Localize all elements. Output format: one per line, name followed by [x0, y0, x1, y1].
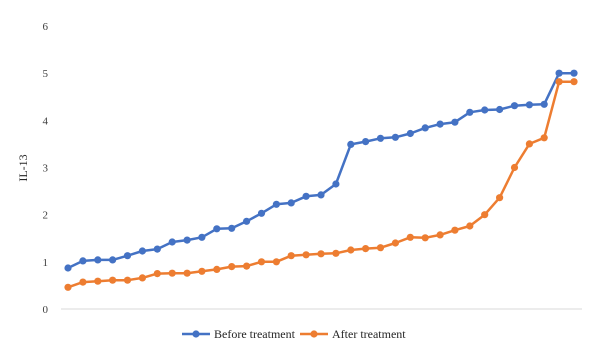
data-point: [391, 239, 399, 247]
data-point: [64, 283, 72, 291]
data-point: [406, 233, 414, 241]
data-point: [317, 191, 325, 199]
data-point: [362, 138, 370, 146]
legend: Before treatment After treatment: [182, 327, 406, 341]
y-tick-label: 0: [43, 304, 49, 316]
data-point: [347, 140, 355, 148]
data-point: [109, 256, 117, 264]
legend-label: Before treatment: [214, 327, 296, 341]
y-axis-label: IL-13: [16, 154, 30, 181]
data-point: [302, 251, 310, 259]
data-point: [436, 120, 444, 128]
data-point: [540, 134, 548, 142]
data-point: [570, 78, 578, 86]
data-point: [540, 100, 548, 108]
data-point: [451, 118, 459, 126]
data-point: [123, 276, 132, 284]
legend-swatch-marker: [310, 330, 318, 338]
series-line: [67, 71, 574, 270]
data-point: [287, 199, 295, 207]
data-point: [272, 258, 280, 266]
data-point: [168, 269, 176, 277]
y-tick-label: 1: [43, 257, 49, 269]
data-point: [496, 194, 504, 202]
series-0: [64, 69, 578, 272]
y-tick-label: 3: [43, 163, 49, 175]
data-point: [332, 249, 340, 257]
data-point: [302, 192, 310, 200]
data-point: [317, 250, 325, 258]
data-point: [332, 180, 340, 188]
data-point: [421, 124, 429, 132]
data-point: [510, 163, 519, 172]
data-point: [466, 222, 474, 230]
data-point: [138, 247, 146, 255]
series-layer: [64, 69, 578, 291]
data-point: [243, 217, 251, 225]
data-point: [376, 134, 385, 142]
legend-item: Before treatment: [182, 327, 296, 341]
data-point: [555, 78, 563, 86]
data-point: [570, 69, 578, 77]
data-point: [123, 252, 132, 260]
data-point: [376, 244, 385, 252]
data-point: [481, 106, 489, 114]
data-point: [168, 238, 176, 246]
data-point: [79, 278, 87, 286]
data-point: [153, 270, 161, 278]
data-point: [213, 225, 221, 233]
data-point: [64, 264, 72, 272]
legend-label: After treatment: [332, 327, 406, 341]
data-point: [257, 209, 266, 217]
data-point: [436, 231, 444, 239]
data-point: [496, 105, 504, 114]
legend-item: After treatment: [300, 327, 406, 341]
data-point: [153, 245, 161, 253]
data-point: [272, 200, 280, 208]
data-point: [421, 234, 429, 242]
data-point: [451, 226, 459, 234]
data-point: [198, 267, 206, 275]
data-point: [287, 252, 295, 260]
y-axis-ticks: 0 1 2 3 4 5 6: [43, 21, 49, 316]
data-point: [198, 233, 206, 241]
data-point: [183, 236, 191, 244]
data-point: [510, 102, 519, 110]
data-point: [362, 245, 370, 253]
data-point: [347, 246, 355, 254]
data-point: [79, 257, 87, 265]
data-point: [406, 129, 414, 138]
data-point: [109, 276, 117, 284]
data-point: [391, 133, 399, 141]
data-point: [94, 277, 102, 285]
series-1: [64, 78, 578, 291]
data-point: [228, 263, 236, 271]
data-point: [183, 269, 191, 277]
data-point: [228, 224, 236, 232]
data-point: [257, 258, 266, 266]
data-point: [525, 101, 534, 109]
data-point: [243, 262, 251, 270]
y-tick-label: 2: [43, 210, 49, 222]
data-point: [481, 211, 489, 219]
data-point: [525, 140, 534, 148]
data-point: [466, 108, 474, 116]
data-point: [94, 256, 102, 264]
y-tick-label: 6: [43, 21, 49, 33]
legend-swatch-marker: [192, 330, 200, 338]
y-tick-label: 5: [43, 68, 49, 80]
y-tick-label: 4: [43, 115, 49, 127]
data-point: [555, 69, 563, 77]
data-point: [213, 265, 221, 273]
data-point: [138, 274, 146, 282]
